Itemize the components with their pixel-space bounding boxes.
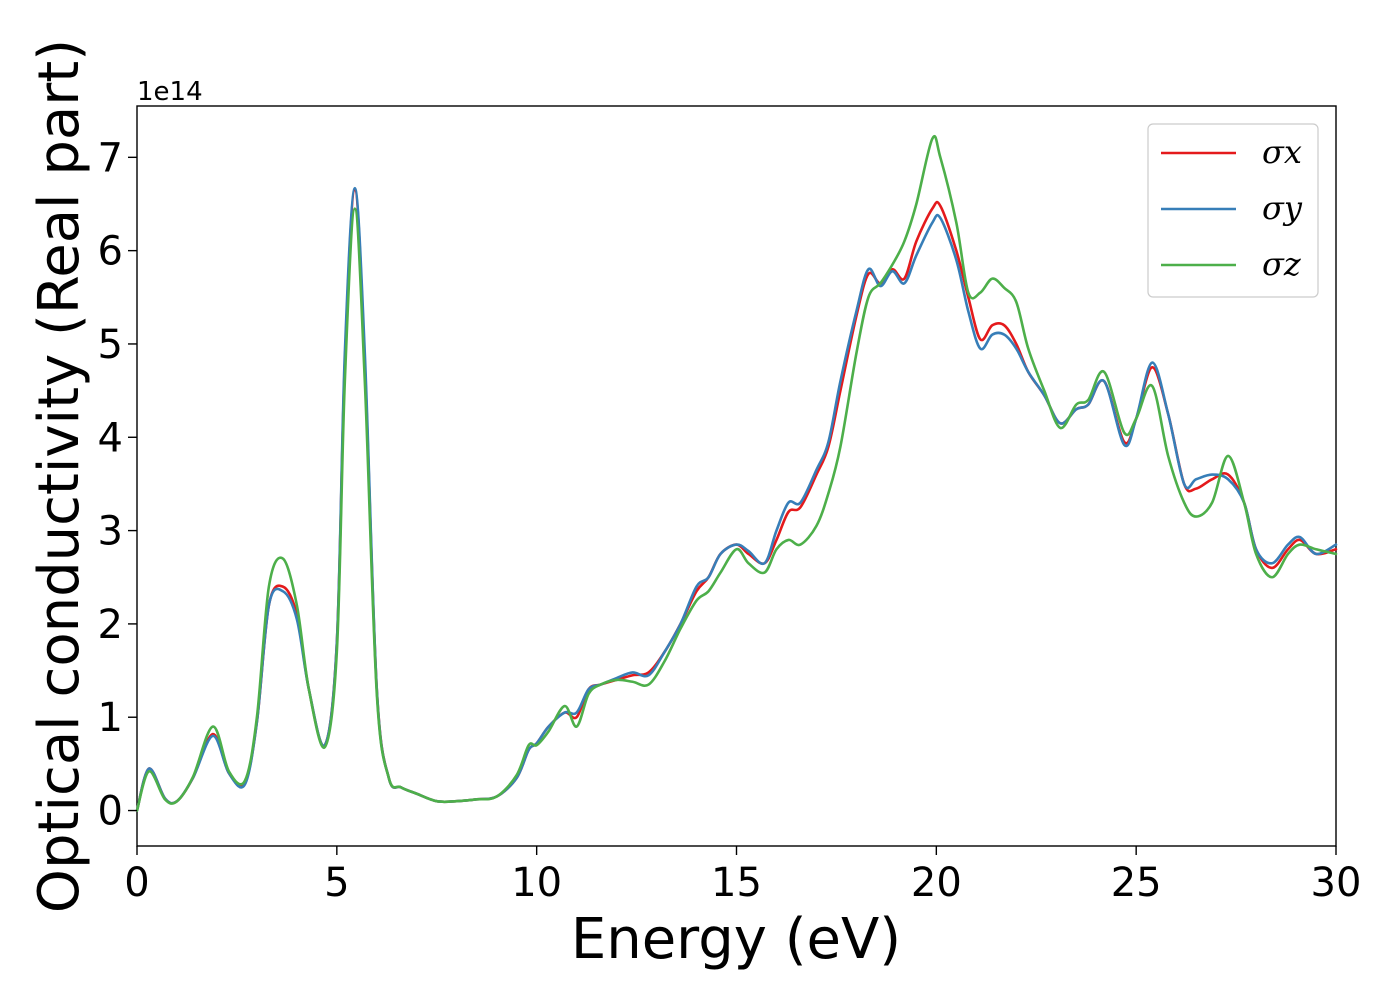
- y-tick-label: 5: [98, 322, 123, 368]
- x-axis-title: Energy (eV): [571, 907, 901, 972]
- x-tick-label: 5: [324, 860, 349, 906]
- x-tick-label: 25: [1111, 860, 1162, 906]
- series-line-3: [135, 135, 1338, 812]
- legend-label-2: σy: [1262, 189, 1303, 227]
- y-tick-label: 2: [98, 602, 123, 648]
- legend-label-1: σx: [1262, 133, 1302, 171]
- y-axis: 0 1 2 3 4 5 6 7: [98, 135, 137, 835]
- y-tick-label: 7: [98, 135, 123, 181]
- legend-label-3: σz: [1262, 245, 1302, 283]
- legend-box: [1147, 123, 1319, 298]
- x-tick-label: 30: [1311, 860, 1362, 906]
- x-axis: 0 5 10 15 20 25 30: [124, 846, 1361, 906]
- y-tick-label: 6: [98, 229, 123, 275]
- y-tick-label: 0: [98, 789, 123, 835]
- y-tick-label: 3: [98, 509, 123, 555]
- x-tick-label: 10: [511, 860, 562, 906]
- x-tick-label: 0: [124, 860, 149, 906]
- y-tick-label: 4: [98, 415, 123, 461]
- y-axis-title: Optical conductivity (Real part): [27, 39, 92, 913]
- legend: σx σy σz: [1147, 123, 1319, 298]
- y-tick-label: 1: [98, 695, 123, 741]
- y-offset-label: 1e14: [137, 77, 203, 107]
- x-tick-label: 15: [711, 860, 762, 906]
- series-layer: [135, 135, 1338, 812]
- x-tick-label: 20: [911, 860, 962, 906]
